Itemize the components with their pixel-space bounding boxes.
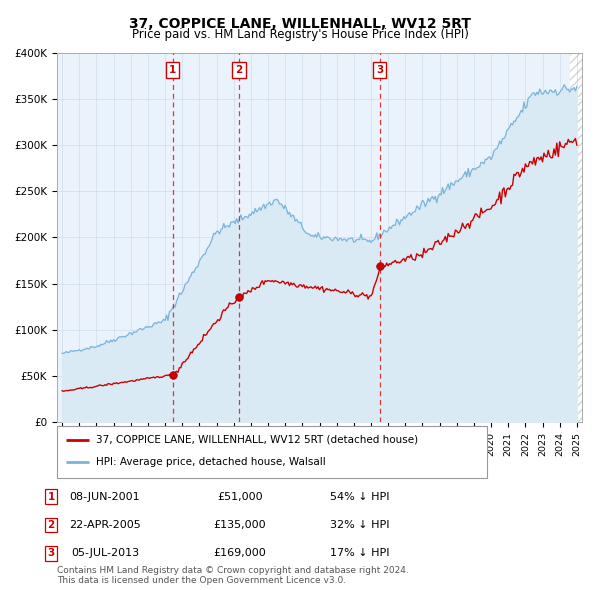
Text: 08-JUN-2001: 08-JUN-2001 <box>70 492 140 502</box>
Text: Price paid vs. HM Land Registry's House Price Index (HPI): Price paid vs. HM Land Registry's House … <box>131 28 469 41</box>
Text: 3: 3 <box>47 549 55 558</box>
Text: HPI: Average price, detached house, Walsall: HPI: Average price, detached house, Wals… <box>96 457 325 467</box>
Text: 22-APR-2005: 22-APR-2005 <box>69 520 141 530</box>
Text: 1: 1 <box>169 65 176 75</box>
Text: 05-JUL-2013: 05-JUL-2013 <box>71 549 139 558</box>
Text: 17% ↓ HPI: 17% ↓ HPI <box>330 549 390 558</box>
Text: £51,000: £51,000 <box>217 492 263 502</box>
Text: 2: 2 <box>47 520 55 530</box>
Text: 1: 1 <box>47 492 55 502</box>
Text: 32% ↓ HPI: 32% ↓ HPI <box>330 520 390 530</box>
Text: £135,000: £135,000 <box>214 520 266 530</box>
Bar <box>569 53 582 422</box>
Bar <box>569 53 582 422</box>
Text: 3: 3 <box>376 65 383 75</box>
Text: 54% ↓ HPI: 54% ↓ HPI <box>330 492 390 502</box>
Text: 37, COPPICE LANE, WILLENHALL, WV12 5RT: 37, COPPICE LANE, WILLENHALL, WV12 5RT <box>129 17 471 31</box>
Text: 2: 2 <box>235 65 242 75</box>
FancyBboxPatch shape <box>57 426 487 478</box>
Text: 37, COPPICE LANE, WILLENHALL, WV12 5RT (detached house): 37, COPPICE LANE, WILLENHALL, WV12 5RT (… <box>96 435 418 445</box>
Text: Contains HM Land Registry data © Crown copyright and database right 2024.
This d: Contains HM Land Registry data © Crown c… <box>57 566 409 585</box>
Text: £169,000: £169,000 <box>214 549 266 558</box>
